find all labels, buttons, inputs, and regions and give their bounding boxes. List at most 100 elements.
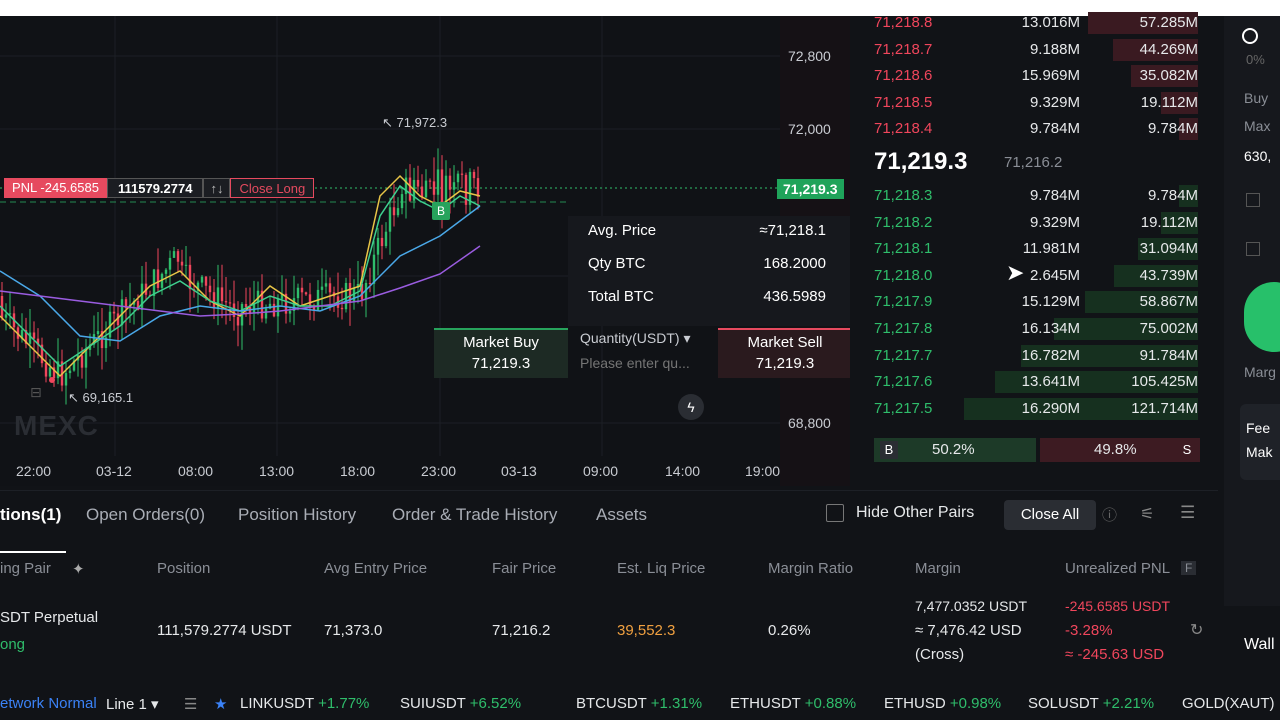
depth-bar bbox=[1021, 344, 1198, 367]
ticker-item[interactable]: LINKUSDT +1.77% bbox=[240, 695, 369, 712]
bid-row[interactable]: 71,217.6 13.641M 105.425M bbox=[874, 370, 1198, 394]
col-margin: Margin bbox=[915, 560, 961, 577]
slider-handle[interactable] bbox=[1242, 28, 1258, 44]
ticker-change: +0.98% bbox=[949, 695, 1002, 712]
bid-row[interactable]: 71,217.8 16.134M 75.002M bbox=[874, 317, 1198, 341]
ticker-item[interactable]: GOLD(XAUT) bbox=[1182, 695, 1275, 712]
time-tick: 03-12 bbox=[96, 463, 132, 479]
close-all-button[interactable]: Close All bbox=[1004, 500, 1096, 530]
bid-total: 31.094M bbox=[1139, 240, 1198, 258]
info-icon[interactable]: ⓘ bbox=[1102, 507, 1118, 524]
margin-label: Marg bbox=[1244, 364, 1276, 380]
ticker-item[interactable]: SOLUSDT +2.21% bbox=[1028, 695, 1154, 712]
ask-row[interactable]: 71,218.6 15.969M 35.082M bbox=[874, 64, 1198, 88]
ask-total: 35.082M bbox=[1139, 67, 1198, 85]
depth-bar bbox=[1161, 91, 1198, 114]
price-tick: 72,000 bbox=[788, 121, 831, 137]
ticker-item[interactable]: ETHUSDT +0.88% bbox=[730, 695, 856, 712]
ask-qty: 13.016M bbox=[1021, 14, 1080, 31]
ask-row[interactable]: 71,218.5 9.329M 19.112M bbox=[874, 91, 1198, 115]
mexc-watermark: MEXC bbox=[14, 410, 99, 441]
avg-entry-price: 71,373.0 bbox=[324, 622, 383, 639]
market-buy-button[interactable]: Market Buy 71,219.3 bbox=[434, 328, 568, 378]
tab-assets[interactable]: Assets bbox=[596, 505, 648, 524]
quick-trade-bar: Market Buy 71,219.3 Quantity(USDT) ▾ Mar… bbox=[434, 326, 850, 420]
ask-qty: 9.329M bbox=[1029, 93, 1080, 111]
ma-line-purple bbox=[0, 245, 481, 317]
low-label: 69,165.1 bbox=[82, 390, 134, 405]
reverse-icon[interactable]: ↑↓ bbox=[203, 178, 231, 198]
ma-line-green bbox=[0, 184, 481, 367]
ask-row[interactable]: 71,218.4 9.784M 9.784M bbox=[874, 117, 1198, 141]
ask-row[interactable]: 71,218.8 13.016M 57.285M bbox=[874, 11, 1198, 35]
ticker-item[interactable]: SUIUSDT +6.52% bbox=[400, 695, 521, 712]
pin-icon[interactable]: ✦ bbox=[72, 561, 85, 578]
ask-qty: 9.188M bbox=[1029, 40, 1080, 58]
time-tick: 13:00 bbox=[259, 463, 295, 479]
total-label: Total BTC bbox=[588, 288, 654, 305]
bid-row[interactable]: 71,217.5 16.290M 121.714M bbox=[874, 397, 1198, 421]
ticker-change: +0.88% bbox=[804, 695, 857, 712]
quantity-input[interactable] bbox=[580, 355, 705, 371]
bid-row[interactable]: 71,218.2 9.329M 19.112M bbox=[874, 211, 1198, 235]
ticker-change: +2.21% bbox=[1102, 695, 1155, 712]
tab-positions[interactable]: tions(1) bbox=[0, 505, 62, 524]
bid-row[interactable]: 71,218.1 11.981M 31.094M bbox=[874, 237, 1198, 261]
col-f-badge[interactable]: F bbox=[1181, 561, 1197, 575]
bid-row[interactable]: 71,218.0 2.645M 43.739M bbox=[874, 264, 1198, 288]
mouse-cursor-icon: ➤ bbox=[1006, 260, 1025, 285]
market-sell-button[interactable]: Market Sell 71,219.3 bbox=[718, 328, 850, 378]
active-tab-underline bbox=[0, 551, 66, 553]
quantity-field[interactable]: Quantity(USDT) ▾ bbox=[580, 330, 710, 371]
option-checkbox[interactable] bbox=[1246, 242, 1260, 256]
hide-other-pairs-toggle[interactable]: Hide Other Pairs bbox=[826, 504, 974, 522]
share-icon[interactable]: ↻ bbox=[1190, 622, 1204, 639]
filter-icon[interactable]: ⚟ bbox=[1140, 506, 1155, 523]
entry-marker[interactable]: B bbox=[432, 202, 450, 220]
margin-usd: ≈ 7,476.42 USD bbox=[915, 622, 1022, 639]
slider-percent: 0% bbox=[1246, 52, 1265, 67]
bid-row[interactable]: 71,218.3 9.784M 9.784M bbox=[874, 184, 1198, 208]
bid-qty: 16.782M bbox=[1021, 346, 1080, 364]
tab-open-orders[interactable]: Open Orders(0) bbox=[86, 505, 206, 524]
bid-qty: 13.641M bbox=[1021, 373, 1080, 391]
bid-row[interactable]: 71,217.9 15.129M 58.867M bbox=[874, 290, 1198, 314]
col-margin-ratio: Margin Ratio bbox=[768, 560, 854, 577]
lightning-icon[interactable]: ϟ bbox=[678, 394, 704, 420]
time-tick: 23:00 bbox=[421, 463, 457, 479]
tab-order-trade-history[interactable]: Order & Trade History bbox=[392, 505, 558, 524]
ask-total: 44.269M bbox=[1139, 40, 1198, 58]
option-checkbox[interactable] bbox=[1246, 193, 1260, 207]
ask-row[interactable]: 71,218.7 9.188M 44.269M bbox=[874, 38, 1198, 62]
avg-price-value: ≈71,218.1 bbox=[759, 222, 826, 239]
price-chart[interactable]: 72,800 72,000 68,800 22:00 03-12 08:00 1… bbox=[0, 16, 850, 486]
bid-price: 71,217.7 bbox=[874, 346, 933, 364]
ticker-item[interactable]: ETHUSD +0.98% bbox=[884, 695, 1001, 712]
menu-icon[interactable]: ☰ bbox=[1180, 503, 1196, 522]
list-icon[interactable]: ☰ bbox=[184, 696, 198, 713]
bid-row[interactable]: 71,217.7 16.782M 91.784M bbox=[874, 344, 1198, 368]
position-pair[interactable]: SDT Perpetual bbox=[0, 609, 99, 626]
line-selector[interactable]: Line 1 ▾ bbox=[106, 695, 159, 713]
chevron-down-icon[interactable]: ▾ bbox=[683, 330, 691, 346]
depth-bar bbox=[1179, 118, 1198, 141]
open-long-button[interactable] bbox=[1244, 282, 1280, 352]
depth-popup: Avg. Price ≈71,218.1 Qty BTC 168.2000 Tota… bbox=[568, 216, 850, 326]
screenshot-icon[interactable]: ⊟ bbox=[30, 384, 42, 400]
wallet-label: Wall bbox=[1244, 636, 1275, 653]
depth-bar bbox=[1088, 12, 1198, 34]
quantity-label: Quantity(USDT) bbox=[580, 330, 680, 346]
ticker-item[interactable]: BTCUSDT +1.31% bbox=[576, 695, 702, 712]
hide-other-pairs-checkbox[interactable] bbox=[826, 504, 844, 522]
bid-qty: 9.784M bbox=[1029, 187, 1080, 204]
line-label: Line 1 bbox=[106, 696, 147, 713]
ticker-symbol: BTCUSDT bbox=[576, 695, 651, 712]
time-tick: 03-13 bbox=[501, 463, 537, 479]
close-long-button[interactable]: Close Long bbox=[230, 178, 315, 198]
depth-bar bbox=[964, 397, 1198, 420]
fee-label: Fee bbox=[1246, 420, 1271, 436]
tab-position-history[interactable]: Position History bbox=[238, 505, 357, 524]
margin-ratio: 0.26% bbox=[768, 622, 811, 639]
depth-bar bbox=[1085, 291, 1198, 314]
star-icon[interactable]: ★ bbox=[214, 696, 228, 713]
